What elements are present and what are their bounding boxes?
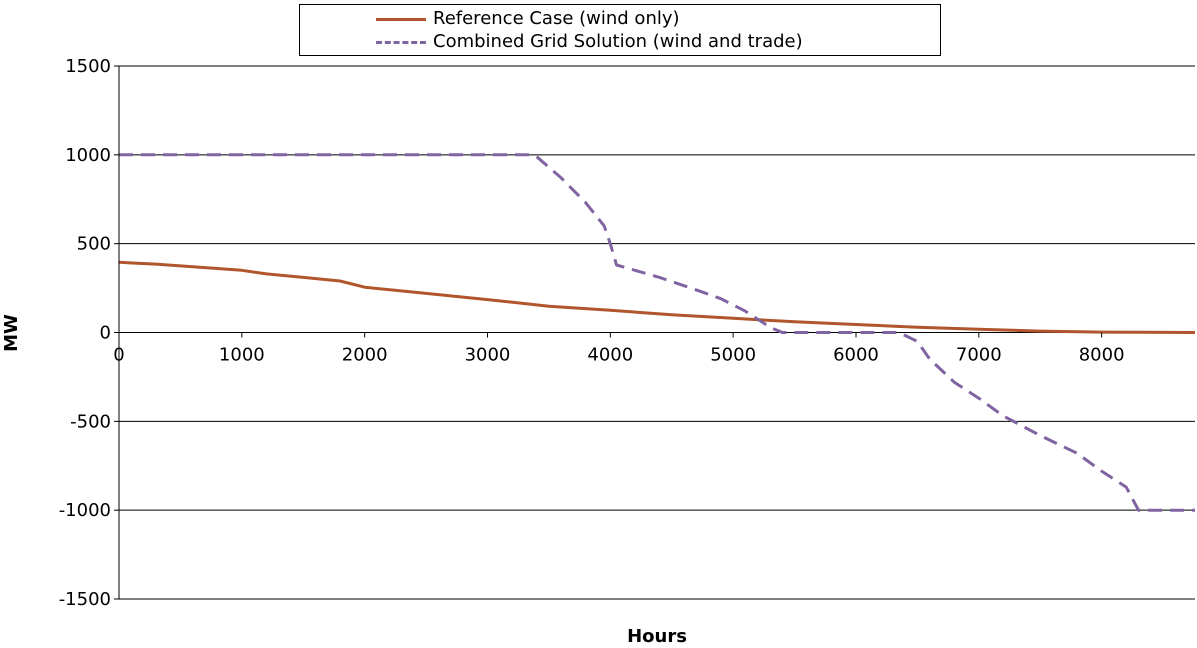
- legend-label: Reference Case (wind only): [433, 8, 680, 29]
- legend-swatch-solid: [376, 18, 426, 21]
- x-tick-label: 0: [113, 345, 124, 366]
- x-tick-label: 3000: [465, 345, 511, 366]
- y-tick-label: 500: [77, 234, 111, 255]
- gridlines: [119, 65, 1195, 511]
- y-tick-label: -1000: [59, 500, 111, 521]
- legend-swatch-dashed: [376, 41, 426, 44]
- series-line-reference-case: [118, 260, 1196, 334]
- y-axis-title: MW: [1, 314, 22, 352]
- x-tick-label: 5000: [710, 345, 756, 366]
- x-tick-label: 6000: [833, 345, 879, 366]
- y-tick-label: 1500: [65, 56, 111, 77]
- legend-label: Combined Grid Solution (wind and trade): [433, 31, 803, 52]
- legend-item-reference-case: Reference Case (wind only): [300, 8, 940, 30]
- x-tick-label: 1000: [219, 345, 265, 366]
- y-tick-label: 0: [100, 323, 111, 344]
- axes: [114, 65, 1195, 600]
- legend: Reference Case (wind only) Combined Grid…: [299, 4, 941, 56]
- x-tick-label: 7000: [956, 345, 1002, 366]
- x-axis-title: Hours: [627, 626, 687, 647]
- x-tick-label: 8000: [1079, 345, 1125, 366]
- x-tick-label: 2000: [342, 345, 388, 366]
- y-tick-label: -500: [70, 411, 111, 432]
- x-tick-label: 4000: [587, 345, 633, 366]
- series-line-combined-grid: [119, 153, 1195, 512]
- y-tick-label: -1500: [59, 589, 111, 610]
- legend-item-combined-grid: Combined Grid Solution (wind and trade): [300, 31, 940, 53]
- series-lines: [118, 153, 1196, 512]
- y-tick-label: 1000: [65, 145, 111, 166]
